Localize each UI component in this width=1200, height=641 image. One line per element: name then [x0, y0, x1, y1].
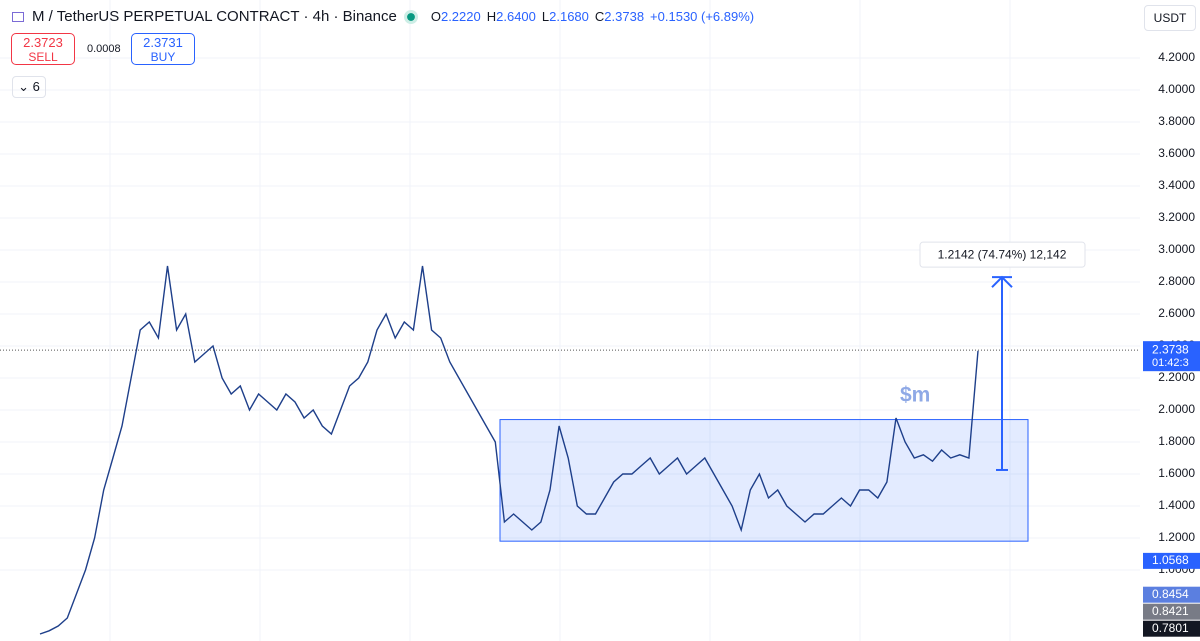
symbol[interactable]: M / TetherUS PERPETUAL CONTRACT · 4h · B… — [32, 8, 397, 25]
annotation: $m — [900, 384, 930, 407]
ohlc-key: L — [541, 9, 550, 24]
buy-button[interactable]: 2.3731 BUY — [131, 33, 195, 65]
price-axis-bg — [1140, 0, 1200, 641]
ohlc-key: C — [594, 9, 605, 24]
symbol-bar: M / TetherUS PERPETUAL CONTRACT · 4h · B… — [12, 8, 754, 25]
indicator-count[interactable]: ⌄ 6 — [12, 76, 46, 98]
y-tick-label: 1.8000 — [1158, 434, 1195, 448]
sell-price: 2.3723 — [23, 35, 63, 50]
ohlc-value: 2.1680 — [549, 9, 589, 24]
measure-box — [919, 241, 1086, 268]
y-tick-label: 1.6000 — [1158, 466, 1195, 480]
y-tick-label: 4.0000 — [1158, 82, 1195, 96]
y-tick-label: 1.4000 — [1158, 498, 1195, 512]
range-box — [499, 419, 1029, 542]
ohlc-value: 2.6400 — [496, 9, 536, 24]
price-tag-label: 0.8454 — [1152, 587, 1189, 601]
y-tick-label: 2.2000 — [1158, 370, 1195, 384]
price-tag — [1143, 552, 1200, 569]
y-tick-label: 3.2000 — [1158, 210, 1195, 224]
price-tag-label: 1.0568 — [1152, 553, 1189, 567]
price-tag-label: 0.7801 — [1152, 621, 1189, 635]
y-tick-label: 2.6000 — [1158, 306, 1195, 320]
price-line — [39, 265, 979, 635]
buy-label: BUY — [150, 50, 176, 64]
ohlc-value: 2.3738 — [604, 9, 645, 24]
sell-button[interactable]: 2.3723 SELL — [11, 33, 75, 65]
ohlc-key: H — [486, 9, 497, 24]
price-tag — [1143, 603, 1200, 620]
last-price-label: 2.3738 — [1152, 342, 1189, 356]
last-price-tag — [1143, 341, 1200, 372]
sell-label: SELL — [28, 50, 58, 64]
y-tick-label: 3.0000 — [1158, 242, 1195, 256]
currency-button[interactable]: USDT — [1144, 5, 1196, 31]
spread: 0.0008 — [87, 43, 121, 55]
y-tick-label: 3.4000 — [1158, 178, 1195, 192]
y-tick-label: 2.8000 — [1158, 274, 1195, 288]
y-tick-label: 1.2000 — [1158, 530, 1195, 544]
ohlc: O2.2220 H2.6400 L2.1680 C2.3738 +0.1530 (+6.… — [425, 9, 754, 24]
ohlc-key: O — [430, 9, 441, 24]
price-tag — [1143, 586, 1200, 603]
buy-price: 2.3731 — [143, 35, 183, 50]
header: M / TetherUS PERPETUAL CONTRACT · 4h · B… — [0, 0, 1140, 100]
price-tag — [1143, 620, 1200, 637]
measure-label: 1.2142 (74.74%) 12,142 — [938, 247, 1067, 261]
countdown: 01:42:3 — [1152, 357, 1189, 369]
y-tick-label: 3.8000 — [1158, 114, 1195, 128]
y-tick-label: 2.0000 — [1158, 402, 1195, 416]
price-tag-label: 0.8421 — [1152, 604, 1189, 618]
change: +0.1530 (+6.89%) — [650, 9, 755, 24]
count: 6 — [32, 79, 40, 94]
y-tick-label: 4.2000 — [1158, 50, 1195, 64]
ohlc-value: 2.2220 — [440, 9, 481, 24]
y-tick-label: 3.6000 — [1158, 146, 1195, 160]
